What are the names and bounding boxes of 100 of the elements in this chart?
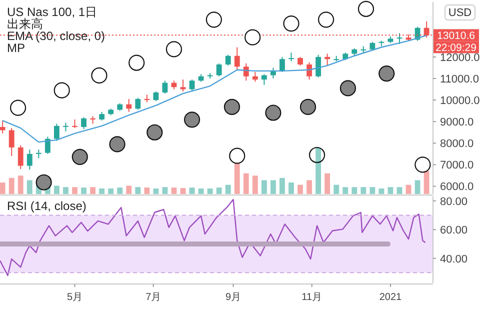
- bar: [306, 180, 312, 194]
- candlestick: [162, 80, 168, 94]
- bar: [352, 187, 358, 194]
- candlestick: [225, 54, 231, 66]
- candlestick: [0, 120, 6, 134]
- point: [109, 136, 126, 152]
- annotation: US Nas 100, 1日: [7, 5, 98, 19]
- bar: [171, 188, 177, 194]
- y-tick-label: 7000.0: [440, 160, 474, 172]
- point: [166, 41, 182, 58]
- candlestick: [280, 56, 285, 73]
- bar: [135, 187, 141, 194]
- bar: [180, 188, 186, 194]
- y-tick-label: 9000.0: [440, 116, 474, 129]
- candlestick: [261, 74, 267, 86]
- y-tick-label: 60.00: [440, 224, 468, 237]
- bar: [63, 187, 68, 194]
- y-tick-label: 8000.0: [440, 138, 474, 150]
- point: [283, 16, 300, 32]
- candlestick: [316, 54, 322, 78]
- bar: [90, 187, 96, 194]
- point: [265, 104, 282, 121]
- point: [146, 124, 163, 140]
- point: [318, 12, 334, 28]
- bar: [81, 188, 86, 194]
- x-tick-label: 9月: [225, 292, 242, 303]
- bar: [316, 148, 322, 194]
- candlestick: [44, 136, 50, 154]
- candlestick: [180, 79, 186, 92]
- bar: [153, 188, 159, 194]
- point: [300, 98, 316, 115]
- point: [206, 12, 222, 28]
- candlestick: [54, 123, 60, 142]
- point: [340, 80, 356, 96]
- y-tick-label: 12000.0: [440, 52, 480, 64]
- bar: [424, 171, 430, 194]
- bar: [324, 173, 330, 194]
- bar: [360, 187, 366, 194]
- bar: [288, 182, 294, 194]
- y-tick-label: 11000.0: [440, 74, 479, 86]
- bar: [189, 188, 195, 194]
- bar: [8, 178, 14, 194]
- point: [358, 0, 374, 17]
- x-tick-label: 11月: [302, 292, 322, 303]
- bar: [280, 178, 285, 194]
- bar: [334, 184, 340, 194]
- bar: [18, 176, 24, 194]
- bar: [261, 180, 267, 194]
- point: [378, 65, 395, 82]
- point: [184, 112, 200, 128]
- y-tick-label: 80.00: [440, 196, 468, 208]
- bar: [414, 180, 420, 194]
- candlestick: [8, 128, 14, 157]
- bar: [298, 184, 303, 194]
- bar: [406, 184, 412, 194]
- candlestick: [63, 122, 68, 132]
- y-tick-label: 10000.0: [440, 95, 480, 108]
- x-tick-label: 2021: [379, 292, 402, 303]
- point: [244, 29, 261, 46]
- point: [91, 67, 108, 84]
- x-tick-label: 5月: [66, 292, 83, 303]
- bar: [162, 187, 168, 194]
- candlestick: [135, 97, 141, 110]
- line-series: [0, 198, 426, 276]
- point: [224, 98, 240, 115]
- bar: [388, 187, 394, 194]
- candlestick: [90, 116, 96, 124]
- point: [36, 174, 52, 190]
- point: [308, 146, 326, 164]
- candlestick: [18, 144, 24, 170]
- bar: [234, 163, 240, 194]
- bar: [270, 180, 276, 194]
- bar: [117, 188, 123, 194]
- point: [54, 82, 70, 98]
- candlestick: [306, 62, 312, 80]
- annotation: 出来高: [7, 17, 43, 31]
- bar: [108, 188, 114, 194]
- bar: [252, 176, 258, 194]
- candlestick: [234, 46, 240, 70]
- x-tick-label: 7月: [146, 292, 162, 303]
- bar: [198, 188, 204, 194]
- annotation: RSI (14, close): [7, 199, 86, 213]
- bar: [207, 188, 213, 194]
- point: [128, 54, 145, 71]
- bar: [225, 184, 231, 194]
- y-tick-label: 40.00: [440, 253, 468, 266]
- bar: [378, 188, 384, 194]
- candlestick: [189, 79, 195, 92]
- bar: [342, 187, 348, 194]
- candlestick: [288, 52, 294, 62]
- point: [10, 100, 26, 116]
- candlestick: [216, 62, 222, 77]
- candlestick: [126, 98, 132, 112]
- annotation: EMA (30, close, 0): [7, 29, 106, 43]
- y-tick-label: 6000.0: [440, 181, 474, 194]
- bar: [72, 187, 78, 194]
- bar: [243, 173, 249, 194]
- point: [229, 148, 246, 164]
- bar: [216, 188, 222, 194]
- point: [72, 148, 88, 165]
